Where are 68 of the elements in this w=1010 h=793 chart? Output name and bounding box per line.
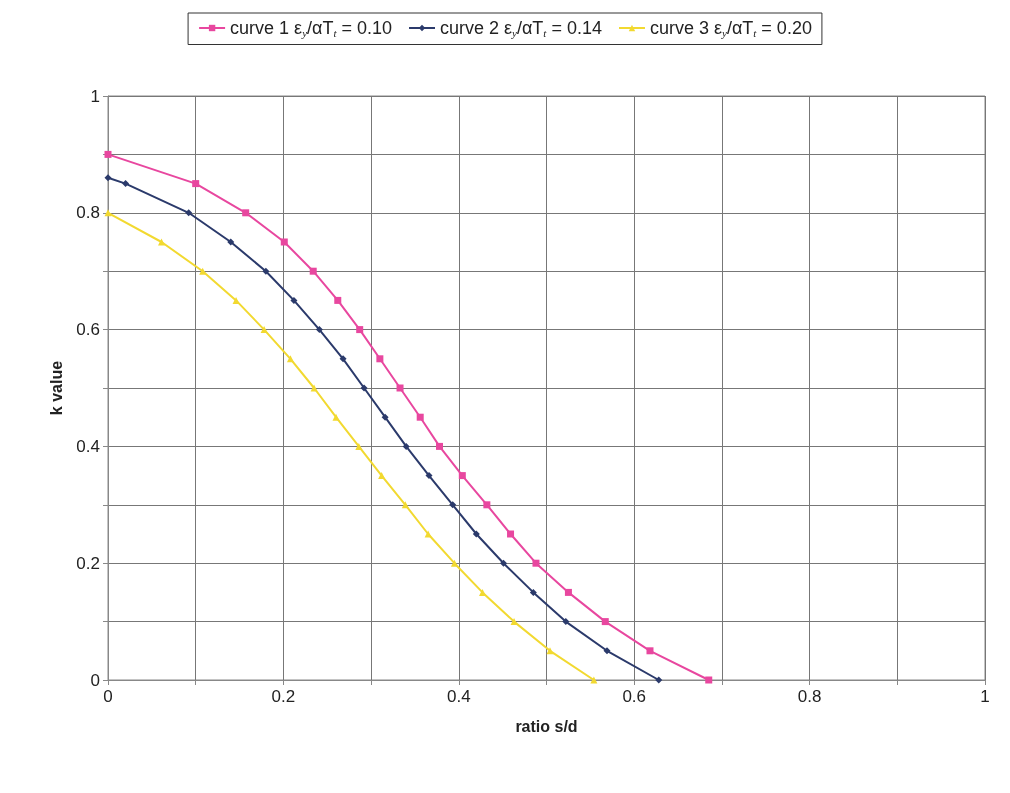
point (449, 501, 457, 509)
y-tick-label: 0.8 (76, 203, 100, 223)
point (262, 267, 270, 275)
point (260, 326, 268, 334)
x-tick-label: 1 (980, 687, 990, 706)
point (601, 618, 609, 626)
point (646, 647, 654, 655)
point (655, 676, 663, 684)
point (425, 472, 433, 480)
point (378, 472, 386, 480)
x-tick-label: 0 (103, 687, 113, 706)
point (705, 676, 713, 684)
y-tick-label: 0.4 (76, 436, 100, 456)
point (290, 296, 298, 304)
point (158, 238, 165, 246)
point (339, 355, 347, 363)
point (436, 442, 444, 450)
point (315, 326, 323, 334)
point (192, 180, 200, 188)
point (478, 588, 486, 596)
point (376, 355, 384, 363)
point (483, 501, 491, 509)
x-tick-label: 0.4 (446, 687, 471, 706)
y-tick-label: 0.6 (76, 320, 100, 340)
point (227, 238, 235, 246)
point (104, 150, 112, 158)
y-tick-label: 0 (90, 670, 100, 690)
x-tick-label: 0.8 (797, 687, 822, 706)
point (310, 384, 318, 392)
point (185, 209, 193, 217)
point (507, 530, 515, 538)
point (546, 647, 554, 655)
y-axis-title: k value (47, 360, 65, 416)
point (286, 355, 294, 363)
point (532, 559, 540, 567)
point (199, 267, 207, 275)
point (396, 384, 404, 392)
point (104, 209, 112, 217)
point (416, 413, 424, 421)
point (332, 413, 340, 421)
point (356, 326, 364, 334)
point (450, 559, 458, 567)
point (472, 530, 480, 538)
y-tick-label: 0.2 (76, 553, 100, 573)
point (562, 618, 570, 626)
point (510, 618, 518, 626)
point (564, 588, 572, 596)
point (500, 559, 508, 567)
point (122, 180, 130, 188)
x-tick-label: 0.6 (622, 687, 647, 706)
point (590, 676, 598, 684)
x-axis-title: ratio s/d (515, 717, 578, 735)
point (232, 296, 240, 304)
point (381, 413, 389, 421)
point (402, 442, 410, 450)
y-tick-label: 1 (90, 86, 100, 106)
point (355, 442, 363, 450)
point (529, 588, 537, 596)
point (104, 174, 112, 182)
point (424, 530, 432, 538)
point (309, 267, 317, 275)
point (334, 296, 342, 304)
point (360, 384, 368, 392)
point (280, 238, 288, 246)
point (458, 472, 466, 480)
x-tick-label: 0.2 (271, 687, 296, 706)
point (603, 647, 611, 655)
point (242, 209, 250, 217)
